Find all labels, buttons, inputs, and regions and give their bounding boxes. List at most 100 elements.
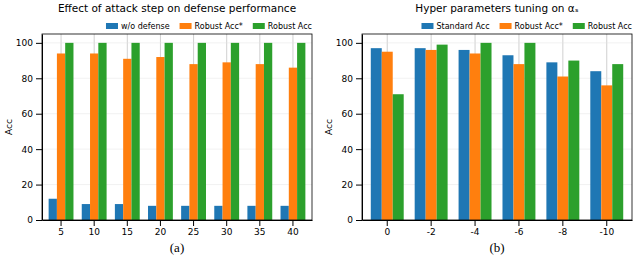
legend-label: Robust Acc: [268, 22, 312, 31]
bar: [393, 94, 404, 220]
x-tick-mark: [160, 220, 161, 226]
y-tick-mark: [356, 185, 362, 186]
grid: [387, 34, 607, 220]
bar: [612, 64, 623, 220]
bar: [115, 204, 123, 220]
legend-label: Standard Acc: [436, 22, 489, 31]
x-tick: -8: [558, 220, 567, 237]
bar: [165, 43, 173, 220]
legend-swatch: [573, 23, 585, 29]
x-tick-label: 35: [254, 227, 265, 237]
legend-swatch: [106, 23, 118, 29]
bar: [65, 43, 73, 220]
y-axis-line: [42, 35, 43, 221]
bar-series: [393, 43, 623, 220]
y-tick-label: 20: [22, 180, 34, 190]
x-tick-label: 10: [88, 227, 100, 237]
x-tick: -4: [471, 220, 480, 237]
legend: w/o defenseRobust Acc*Robust Acc: [106, 22, 312, 31]
y-tick: 60: [22, 109, 42, 119]
bar: [90, 53, 98, 220]
grid: [61, 34, 293, 220]
bar: [231, 43, 239, 220]
x-tick: 25: [188, 220, 199, 237]
x-tick-label: -8: [558, 227, 567, 237]
y-tick-mark: [36, 78, 42, 79]
legend: Standard AccRobust Acc*Robust Acc: [421, 22, 632, 31]
x-tick-label: -10: [599, 227, 614, 237]
bar: [98, 43, 106, 220]
bar: [256, 64, 264, 220]
x-tick: 40: [287, 220, 299, 237]
x-tick-label: 20: [155, 227, 167, 237]
x-tick-mark: [259, 220, 260, 226]
y-tick-mark: [356, 114, 362, 115]
grid: [42, 43, 312, 220]
x-tick: 10: [88, 220, 100, 237]
chart-title: Hyper parameters tuning on αₛ: [415, 2, 578, 14]
y-axis: 0 20 40 60 80 100: [336, 35, 363, 226]
bar: [415, 48, 426, 220]
bar: [371, 48, 382, 220]
y-tick: 20: [342, 180, 362, 190]
figure: 510152025303540020406080100AccEffect of …: [0, 0, 640, 256]
y-tick: 40: [22, 145, 42, 155]
bar: [264, 43, 272, 220]
bar: [214, 206, 222, 220]
x-tick-label: 5: [58, 227, 64, 237]
plot-frame: [362, 34, 632, 220]
y-tick: 0: [27, 215, 42, 225]
x-tick-mark: [387, 220, 388, 226]
y-tick: 60: [342, 109, 362, 119]
x-tick-mark: [127, 220, 128, 226]
bar: [289, 68, 297, 220]
y-tick: 80: [342, 74, 362, 84]
bar: [470, 53, 481, 220]
y-tick-label: 80: [22, 74, 34, 84]
legend-item: Robust Acc: [573, 22, 632, 31]
y-tick-mark: [36, 149, 42, 150]
y-tick: 40: [342, 145, 362, 155]
bar: [223, 62, 231, 220]
bar: [481, 43, 492, 220]
y-axis-title: Acc: [324, 119, 334, 135]
x-tick: 5: [58, 220, 64, 237]
y-tick-mark: [36, 43, 42, 44]
plot-frame: [42, 34, 312, 220]
bar: [156, 57, 164, 220]
y-tick-mark: [36, 220, 42, 221]
x-tick: -6: [514, 220, 523, 237]
x-tick-mark: [431, 220, 432, 226]
bar: [502, 55, 513, 220]
x-tick: 35: [254, 220, 265, 237]
grid-line: [362, 42, 632, 43]
caption: (b): [489, 240, 504, 255]
x-tick-mark: [518, 220, 519, 226]
y-tick-mark: [356, 220, 362, 221]
y-tick-label: 0: [347, 215, 353, 225]
bar: [148, 206, 156, 220]
legend-item: w/o defense: [106, 22, 170, 31]
x-axis: 0-2-4-6-8-10: [363, 220, 633, 237]
x-tick-mark: [193, 220, 194, 226]
legend-label: w/o defense: [121, 22, 170, 31]
x-tick: 0: [384, 220, 390, 237]
x-tick-mark: [562, 220, 563, 226]
y-tick-label: 20: [342, 180, 354, 190]
chart-panel: 510152025303540020406080100AccEffect of …: [4, 2, 313, 255]
y-axis-line: [362, 35, 363, 221]
y-tick-label: 80: [342, 74, 354, 84]
y-tick-mark: [356, 78, 362, 79]
y-tick: 100: [336, 38, 362, 48]
y-tick-label: 100: [336, 38, 353, 48]
y-tick-mark: [356, 43, 362, 44]
y-tick: 80: [22, 74, 42, 84]
bar: [513, 64, 524, 220]
x-tick-mark: [292, 220, 293, 226]
legend-label: Robust Acc: [588, 22, 632, 31]
bar-series: [57, 53, 297, 220]
legend-swatch: [180, 23, 192, 29]
x-axis-line: [363, 220, 633, 221]
bar: [568, 61, 579, 220]
bar: [557, 77, 568, 220]
